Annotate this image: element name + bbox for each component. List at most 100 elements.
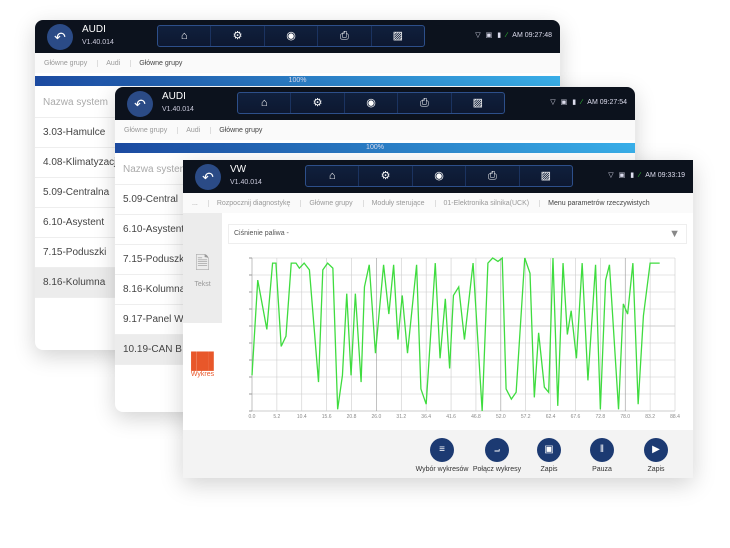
gear-icon[interactable]: ⚙	[359, 166, 413, 186]
toolbar-button[interactable]: ‖ Pauza	[575, 438, 629, 473]
breadcrumb-item[interactable]: Główne grupy	[139, 59, 183, 67]
version: V1.40.014	[230, 179, 262, 186]
brand-name: AUDI	[162, 91, 186, 102]
version: V1.40.014	[82, 39, 114, 46]
x-tick-label: 5.2	[273, 414, 280, 420]
x-tick-label: 0.0	[249, 414, 256, 420]
x-tick-label: 31.2	[396, 414, 406, 420]
x-tick-label: 62.4	[546, 414, 556, 420]
document-icon: 🗎	[195, 253, 210, 273]
record-video-icon: ▶	[644, 438, 668, 462]
gear-icon[interactable]: ⚙	[291, 93, 345, 113]
image-icon[interactable]: ▨	[392, 30, 404, 42]
tab-label: Tekst	[194, 281, 211, 288]
line-chart: 0.0 5.2 10.4 15.6 20.8 26.0 31.2 36.4 41.6 46.8 52…	[249, 256, 680, 420]
breadcrumb-item[interactable]: Audi	[103, 59, 132, 67]
car-icon: ▣	[560, 99, 568, 106]
x-tick-label: 26.0	[372, 414, 382, 420]
record-icon[interactable]: ◉	[265, 26, 319, 46]
back-arrow-icon[interactable]: ↶	[127, 91, 153, 117]
toolbar-button[interactable]: ≡ Wybór wykresów	[415, 438, 469, 473]
wifi-icon: ▽	[608, 172, 614, 179]
pause-icon: ‖	[590, 438, 614, 462]
breadcrumb-item[interactable]: Główne grupy	[41, 59, 99, 67]
breadcrumb-item[interactable]: Główne grupy	[306, 199, 364, 207]
tab-label: Wykres	[190, 371, 215, 378]
x-tick-label: 72.8	[595, 414, 605, 420]
chart-select-icon: ≡	[430, 438, 454, 462]
back-arrow-icon[interactable]: ↶	[195, 164, 221, 190]
parameter-dropdown[interactable]: Ciśnienie paliwa - ▼	[228, 224, 687, 244]
breadcrumb-item[interactable]: Główne grupy	[219, 126, 263, 134]
top-bar: ↶ VW V1.40.014 ⌂ ⚙ ◉ ⎙ ▨ ▽ ▣ ▮ ∕ AM 09:33:19	[183, 160, 693, 193]
progress-bar: 100%	[35, 76, 560, 86]
image-icon[interactable]: ▨	[540, 170, 552, 182]
breadcrumb-item[interactable]: Menu parametrów rzeczywistych	[548, 199, 650, 207]
x-tick-label: 10.4	[297, 414, 307, 420]
caret-down-icon: ▼	[669, 228, 680, 240]
clock: AM 09:33:19	[645, 171, 685, 179]
home-icon[interactable]: ⌂	[306, 166, 360, 186]
record-icon[interactable]: ◉	[345, 93, 399, 113]
x-tick-label: 36.4	[421, 414, 431, 420]
link-icon: ∕	[581, 98, 583, 106]
progress-bar: 100%	[115, 143, 635, 153]
breadcrumb-item[interactable]: ...	[189, 199, 209, 207]
nav-toolbar: ⌂ ⚙ ◉ ⎙ ▨	[305, 165, 573, 187]
breadcrumb: Główne grupy Audi Główne grupy	[35, 53, 560, 73]
link-icon: ∕	[639, 171, 641, 179]
brand-name: AUDI	[82, 24, 106, 35]
button-label: Wybór wykresów	[415, 466, 469, 473]
toolbar-button[interactable]: ⨼ Połącz wykresy	[470, 438, 524, 473]
x-tick-label: 83.2	[645, 414, 655, 420]
data-series-line	[251, 256, 660, 412]
home-icon[interactable]: ⌂	[238, 93, 292, 113]
button-label: Zapis	[540, 466, 558, 473]
x-tick-label: 41.6	[446, 414, 456, 420]
x-tick-label: 67.6	[571, 414, 581, 420]
bottom-toolbar: ≡ Wybór wykresów ⨼ Połącz wykresy ▣ Zapis ‖ Pau…	[183, 430, 693, 478]
breadcrumb: Główne grupy Audi Główne grupy	[115, 120, 635, 140]
wifi-icon: ▽	[475, 32, 481, 39]
breadcrumb-item[interactable]: Audi	[183, 126, 212, 134]
brand-name: VW	[230, 164, 247, 175]
breadcrumb-item[interactable]: Rozpocznij diagnostykę	[214, 199, 302, 207]
wifi-icon: ▽	[550, 99, 556, 106]
top-bar: ↶ AUDI V1.40.014 ⌂ ⚙ ◉ ⎙ ▨ ▽ ▣ ▮ ∕ AM 09:27:…	[35, 20, 560, 53]
record-icon[interactable]: ◉	[413, 166, 467, 186]
breadcrumb-item[interactable]: Moduły sterujące	[369, 199, 436, 207]
battery-icon: ▮	[630, 172, 635, 179]
back-arrow-icon[interactable]: ↶	[47, 24, 73, 50]
panel-vw: ↶ VW V1.40.014 ⌂ ⚙ ◉ ⎙ ▨ ▽ ▣ ▮ ∕ AM 09:33:19…	[183, 160, 693, 478]
clock: AM 09:27:54	[587, 98, 627, 106]
bar-chart-icon: ▐█▌	[185, 353, 220, 370]
home-icon[interactable]: ⌂	[158, 26, 212, 46]
dropdown-value: Ciśnienie paliwa -	[234, 230, 289, 237]
clock: AM 09:27:48	[512, 31, 552, 39]
tab-chart[interactable]: ▐█▌ Wykres	[183, 353, 222, 378]
gear-icon[interactable]: ⚙	[211, 26, 265, 46]
car-icon: ▣	[485, 32, 493, 39]
printer-icon[interactable]: ⎙	[318, 26, 372, 46]
x-tick-label: 46.8	[471, 414, 481, 420]
version: V1.40.014	[162, 106, 194, 113]
breadcrumb-item[interactable]: Główne grupy	[121, 126, 179, 134]
breadcrumb-item[interactable]: 01-Elektronika silnika(UCK)	[441, 199, 541, 207]
merge-charts-icon: ⨼	[485, 438, 509, 462]
image-icon[interactable]: ▨	[472, 97, 484, 109]
x-tick-label: 57.2	[521, 414, 531, 420]
x-tick-label: 15.6	[322, 414, 332, 420]
tab-text[interactable]: 🗎 Tekst	[183, 213, 222, 323]
toolbar-button[interactable]: ▣ Zapis	[522, 438, 576, 473]
battery-icon: ▮	[572, 99, 577, 106]
nav-toolbar: ⌂ ⚙ ◉ ⎙ ▨	[237, 92, 505, 114]
x-tick-label: 52.0	[496, 414, 506, 420]
toolbar-button[interactable]: ▶ Zapis	[629, 438, 683, 473]
button-label: Połącz wykresy	[472, 466, 522, 473]
printer-icon[interactable]: ⎙	[466, 166, 520, 186]
breadcrumb: ... Rozpocznij diagnostykę Główne grupy Mod…	[183, 193, 693, 213]
printer-icon[interactable]: ⎙	[398, 93, 452, 113]
status-area: ▽ ▣ ▮ ∕ AM 09:27:48	[475, 31, 552, 40]
top-bar: ↶ AUDI V1.40.014 ⌂ ⚙ ◉ ⎙ ▨ ▽ ▣ ▮ ∕ AM 09:27:…	[115, 87, 635, 120]
x-tick-label: 78.0	[620, 414, 630, 420]
